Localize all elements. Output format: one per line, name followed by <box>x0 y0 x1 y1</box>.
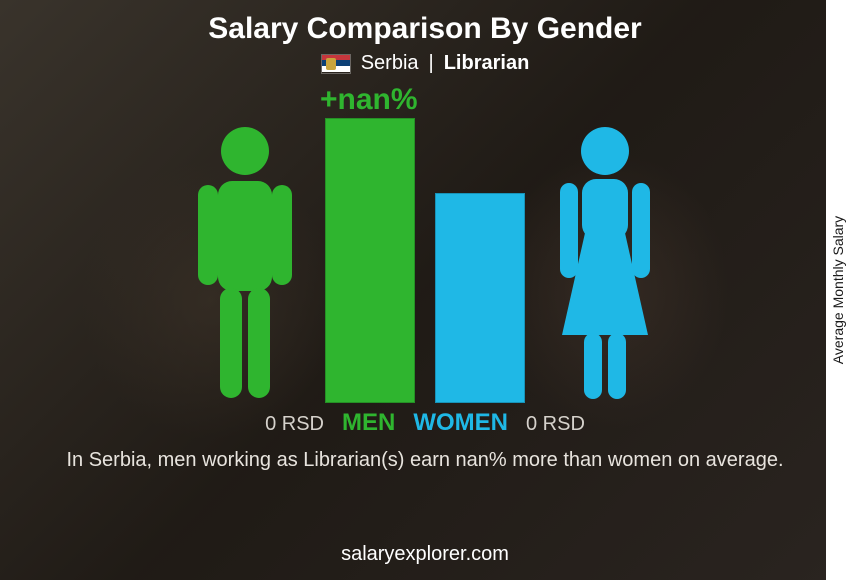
page-title: Salary Comparison By Gender <box>208 12 641 46</box>
yaxis-strip: Average Monthly Salary <box>826 0 850 580</box>
bar-men <box>325 118 415 403</box>
footer-source: salaryexplorer.com <box>0 543 850 566</box>
delta-label: +nan% <box>320 83 418 117</box>
men-value: 0 RSD <box>265 413 324 436</box>
chart-area: +nan% <box>125 83 725 443</box>
women-value: 0 RSD <box>526 413 585 436</box>
subtitle-row: Serbia | Librarian <box>321 52 530 75</box>
male-person-icon <box>180 123 310 403</box>
job-label: Librarian <box>444 52 530 75</box>
serbia-flag-icon <box>321 54 351 74</box>
female-person-icon <box>540 123 670 403</box>
labels-row: 0 RSD MEN WOMEN 0 RSD <box>125 409 725 437</box>
summary-text: In Serbia, men working as Librarian(s) e… <box>66 447 783 474</box>
country-label: Serbia <box>361 52 419 75</box>
bar-women <box>435 193 525 403</box>
men-label: MEN <box>342 409 395 437</box>
content-container: Salary Comparison By Gender Serbia | Lib… <box>0 0 850 580</box>
yaxis-label: Average Monthly Salary <box>830 216 846 364</box>
women-label: WOMEN <box>413 409 508 437</box>
subtitle-separator: | <box>429 52 434 75</box>
flag-crest <box>326 58 336 70</box>
